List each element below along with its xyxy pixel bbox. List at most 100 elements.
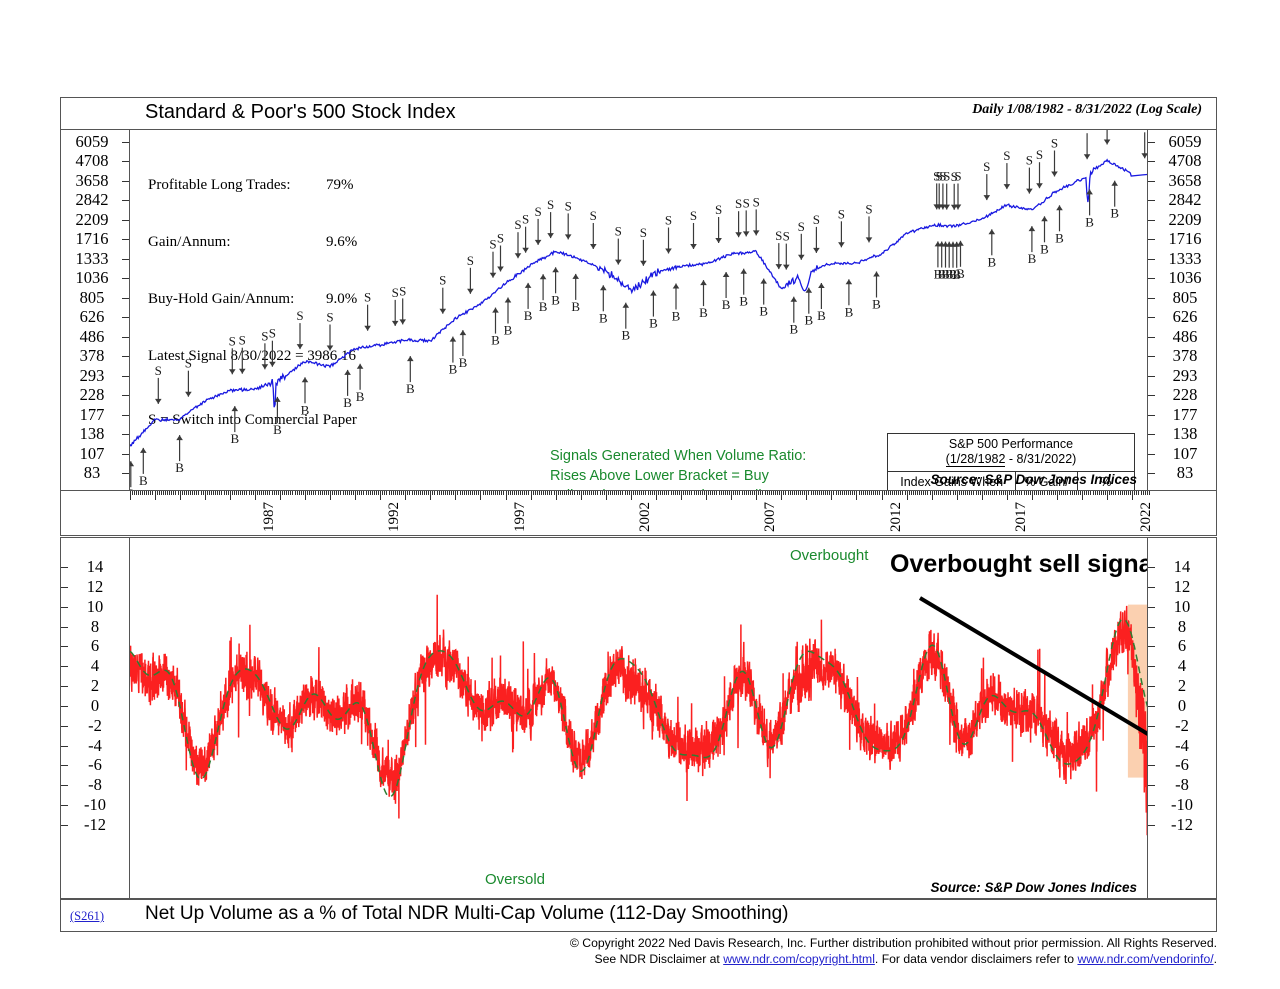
x-axis-year-label: 1987	[260, 502, 277, 532]
buy-signal-label: B	[406, 381, 415, 396]
sell-arrowhead-icon	[943, 204, 950, 210]
axis-tick	[122, 356, 129, 358]
signal-rules-line: Falls Below Upper Bracket = Sell	[550, 486, 806, 490]
x-axis-tick	[507, 491, 509, 495]
x-axis-tick	[223, 491, 225, 495]
x-axis-tick	[338, 491, 340, 495]
buy-arrowhead-icon	[459, 330, 467, 336]
x-axis-tick	[609, 491, 611, 495]
x-axis-tick	[1092, 491, 1094, 495]
x-axis-tick	[509, 491, 511, 495]
x-axis-tick	[683, 491, 685, 495]
sell-arrowhead-icon	[1051, 171, 1058, 177]
x-axis-tick	[1136, 491, 1138, 495]
x-axis-tick	[547, 491, 549, 495]
axis-tick	[1148, 686, 1155, 688]
x-axis-tick	[336, 491, 338, 495]
sell-signal-label: S	[497, 231, 504, 246]
sp500-plot-area: Profitable Long Trades: 79% Gain/Annum: 9.…	[130, 130, 1147, 490]
buy-signal-label: B	[672, 309, 681, 324]
x-axis-tick	[405, 491, 407, 500]
signal-rules-line: Rises Above Lower Bracket = Buy	[550, 468, 769, 484]
chart-code-link[interactable]: (S261)	[70, 909, 105, 923]
x-axis-tick	[860, 491, 862, 495]
x-axis-tick	[219, 491, 221, 495]
x-axis-tick	[158, 491, 160, 495]
x-axis-tick	[394, 491, 396, 495]
x-axis-tick	[722, 491, 724, 495]
x-axis-tick	[632, 491, 634, 495]
x-axis-tick	[954, 491, 956, 495]
sell-signal-label: S	[261, 328, 268, 343]
sell-arrowhead-icon	[229, 369, 236, 375]
x-axis-tick	[551, 491, 553, 495]
x-axis-tick	[1008, 491, 1010, 495]
sell-arrowhead-icon	[742, 231, 750, 237]
x-axis-tick	[846, 491, 848, 495]
axis-tick-label: 4	[1177, 656, 1187, 676]
x-axis-tick	[198, 491, 200, 495]
x-axis-tick	[772, 491, 774, 495]
x-axis-tick	[864, 491, 866, 495]
perf-col-header-indicator: Index Gains WhenIndicator is on:	[886, 471, 1017, 490]
buy-signal-label: B	[449, 362, 458, 377]
sell-arrowhead-icon	[489, 272, 497, 278]
x-axis-tick	[1140, 491, 1142, 495]
buy-arrowhead-icon	[1028, 226, 1036, 232]
oscillator-y-axis-right: 14 12 10 8 6 4 2 0 -2 -4 -6 -8 -10 -12	[1147, 538, 1216, 899]
x-axis-tick	[591, 491, 593, 495]
x-axis-tick	[670, 491, 672, 495]
buy-signal-label: B	[273, 422, 282, 437]
x-axis-tick	[1084, 491, 1086, 495]
x-axis-tick	[1100, 491, 1102, 495]
axis-tick-label: 2842	[75, 190, 109, 210]
x-axis-tick	[910, 491, 912, 495]
axis-tick	[1148, 434, 1155, 436]
x-axis-tick	[1063, 491, 1065, 495]
x-axis-tick	[868, 491, 870, 495]
x-axis-tick	[760, 491, 762, 495]
buy-signal-label: B	[175, 460, 184, 475]
x-axis-tick	[752, 491, 753, 495]
x-axis-tick	[183, 491, 185, 495]
x-axis-tick	[277, 491, 279, 495]
sell-arrowhead-icon	[615, 259, 622, 265]
x-axis-tick	[589, 491, 591, 495]
x-axis-tick	[729, 491, 731, 495]
x-axis-tick	[605, 491, 607, 500]
axis-tick-label: 107	[79, 443, 105, 463]
axis-tick	[61, 686, 68, 688]
x-axis-tick	[645, 491, 647, 495]
sell-arrowhead-icon	[239, 368, 246, 374]
x-axis-tick	[486, 491, 488, 495]
axis-tick-label: 12	[1173, 576, 1191, 596]
x-axis-tick	[221, 491, 223, 495]
buy-signal-label: B	[649, 316, 658, 331]
copyright-link[interactable]: www.ndr.com/copyright.html	[723, 952, 875, 966]
x-axis-tick	[635, 491, 637, 495]
x-axis-tick	[800, 491, 802, 495]
x-axis-tick	[716, 491, 718, 495]
x-axis-tick	[841, 491, 843, 495]
sell-arrowhead-icon	[1036, 183, 1043, 189]
x-axis-tick	[1132, 491, 1134, 500]
vendorinfo-link[interactable]: www.ndr.com/vendorinfo/	[1077, 952, 1214, 966]
x-axis-tick	[848, 491, 850, 495]
axis-tick	[1148, 765, 1155, 767]
x-axis-tick	[1002, 491, 1004, 495]
axis-tick-label: 107	[1172, 443, 1198, 463]
x-axis-year-label: 2002	[636, 502, 653, 532]
x-axis-tick	[1111, 491, 1113, 495]
buy-arrowhead-icon	[231, 406, 239, 412]
x-axis-tick	[756, 491, 758, 500]
x-axis-tick	[1144, 491, 1146, 495]
x-axis-tick	[793, 491, 795, 495]
sell-arrowhead-icon	[813, 247, 820, 253]
x-axis-tick	[601, 491, 603, 495]
x-axis-tick	[344, 491, 346, 495]
axis-tick	[1148, 705, 1155, 707]
x-axis-tick	[944, 491, 946, 495]
axis-tick-label: 2842	[1168, 190, 1202, 210]
x-axis-tick	[428, 491, 430, 495]
axis-tick	[1148, 725, 1155, 727]
